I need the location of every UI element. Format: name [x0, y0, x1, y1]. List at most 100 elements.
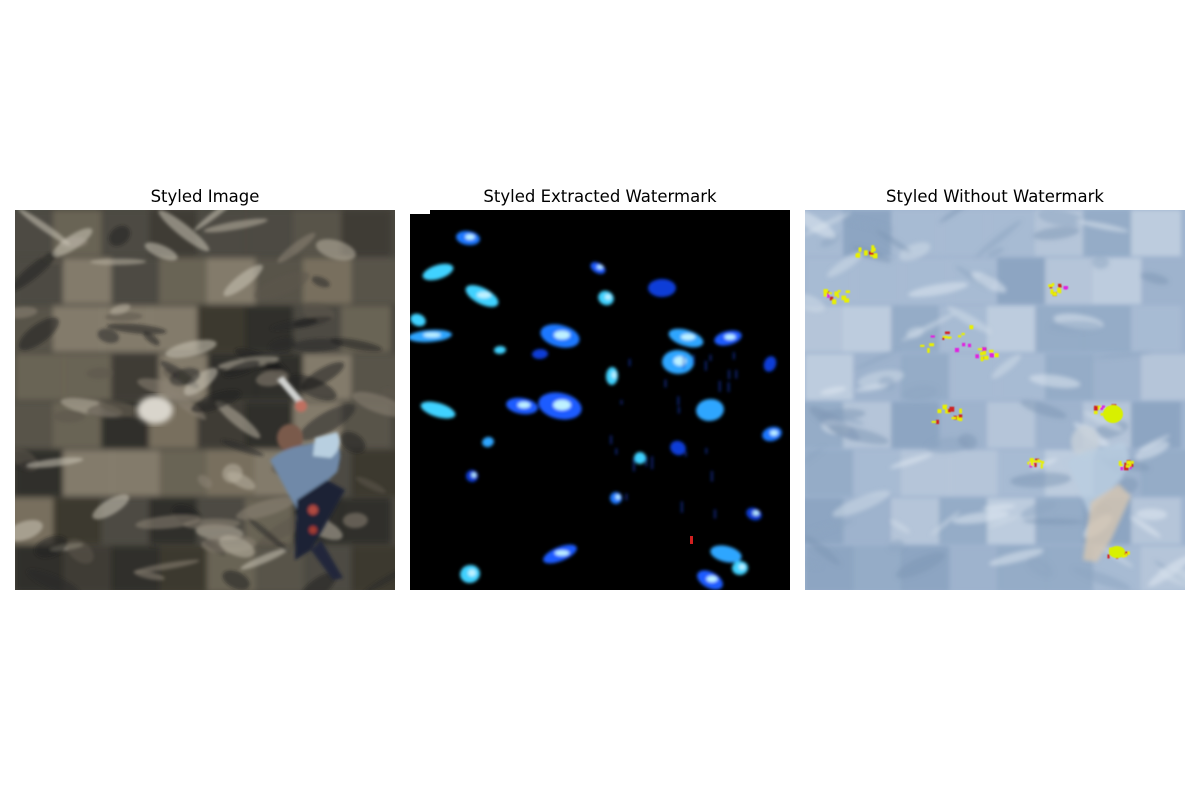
- texture-mark: [203, 218, 268, 233]
- texture-mark: [137, 378, 202, 401]
- texture-mark: [752, 510, 760, 516]
- texture-mark: [844, 298, 850, 303]
- texture-mark: [1126, 460, 1132, 465]
- texture-mark: [651, 456, 653, 470]
- texture-mark: [738, 564, 746, 570]
- texture-mark: [959, 408, 962, 414]
- texture-mark: [958, 414, 963, 418]
- texture-mark: [1118, 460, 1122, 466]
- styled-without-watermark-image: [805, 210, 1185, 590]
- texture-mark: [1121, 554, 1126, 558]
- texture-mark: [628, 358, 631, 367]
- texture-mark: [969, 325, 974, 330]
- texture-mark: [554, 550, 570, 556]
- texture-mark: [832, 299, 837, 305]
- texture-mark: [1131, 210, 1181, 256]
- texture-mark: [727, 382, 730, 392]
- texture-mark: [980, 356, 984, 362]
- texture-mark: [1037, 210, 1083, 227]
- texture-mark: [86, 367, 113, 379]
- texture-mark: [901, 258, 951, 304]
- texture-mark: [951, 417, 957, 420]
- texture-mark: [975, 354, 980, 359]
- texture-mark: [291, 338, 343, 352]
- person-figure: [270, 376, 345, 580]
- texture-mark: [853, 450, 903, 496]
- texture-mark: [135, 514, 202, 530]
- texture-mark: [15, 402, 55, 448]
- texture-mark: [853, 258, 903, 304]
- texture-mark: [853, 546, 903, 590]
- texture-mark: [184, 367, 218, 396]
- texture-mark: [855, 384, 889, 392]
- texture-mark: [902, 384, 938, 401]
- texture-mark: [221, 439, 264, 457]
- texture-mark: [468, 569, 476, 577]
- texture-mark: [982, 503, 1016, 511]
- texture-mark: [268, 337, 296, 352]
- texture-mark: [194, 210, 242, 231]
- texture-mark: [422, 263, 454, 281]
- texture-mark: [15, 306, 38, 319]
- panel-styled-without-watermark: Styled Without Watermark: [805, 183, 1185, 590]
- texture-mark: [947, 306, 993, 334]
- texture-mark: [871, 245, 875, 250]
- texture-mark: [980, 351, 984, 356]
- texture-mark: [1040, 463, 1043, 469]
- texture-mark: [476, 291, 492, 299]
- texture-mark: [987, 210, 1037, 256]
- texture-mark: [604, 294, 612, 300]
- texture-mark: [1093, 351, 1151, 359]
- texture-mark: [293, 317, 318, 328]
- texture-mark: [1093, 406, 1098, 411]
- texture-mark: [351, 258, 395, 304]
- texture-mark: [1093, 410, 1098, 415]
- texture-mark: [728, 369, 730, 380]
- texture-mark: [219, 535, 255, 558]
- texture-mark: [891, 402, 941, 448]
- texture-mark: [1096, 405, 1102, 410]
- texture-mark: [1031, 458, 1058, 470]
- texture-mark: [363, 560, 395, 590]
- texture-mark: [805, 560, 822, 568]
- texture-mark: [937, 409, 942, 414]
- texture-mark: [92, 494, 130, 520]
- texture-mark: [870, 253, 874, 257]
- texture-mark: [944, 331, 950, 335]
- texture-mark: [277, 232, 316, 263]
- texture-mark: [633, 457, 635, 472]
- texture-mark: [1100, 407, 1104, 410]
- texture-mark: [825, 291, 830, 295]
- texture-mark: [733, 352, 735, 360]
- texture-mark: [870, 252, 874, 255]
- texture-mark: [1010, 475, 1047, 482]
- texture-mark: [165, 339, 217, 358]
- texture-mark: [1109, 546, 1125, 558]
- ghost-figure: [1067, 426, 1131, 562]
- texture-mark: [949, 450, 999, 496]
- texture-mark: [1041, 461, 1045, 464]
- texture-mark: [677, 396, 680, 406]
- texture-mark: [106, 323, 167, 335]
- texture-mark: [947, 336, 952, 339]
- texture-mark: [553, 399, 571, 411]
- texture-mark: [1050, 289, 1054, 294]
- texture-mark: [927, 348, 930, 353]
- texture-mark: [987, 306, 1037, 352]
- texture-mark: [1048, 320, 1102, 333]
- texture-mark: [611, 371, 617, 379]
- texture-mark: [1032, 226, 1080, 240]
- without-watermark-canvas: [805, 210, 1185, 590]
- texture-mark: [1093, 421, 1129, 439]
- texture-mark: [895, 552, 946, 579]
- texture-mark: [1053, 291, 1057, 294]
- texture-mark: [843, 306, 893, 352]
- texture-mark: [1034, 462, 1037, 468]
- texture-mark: [820, 386, 847, 395]
- texture-mark: [827, 251, 864, 278]
- texture-mark: [301, 362, 345, 391]
- texture-mark: [809, 406, 860, 441]
- texture-mark: [770, 430, 778, 436]
- panel-styled-extracted-watermark: Styled Extracted Watermark: [410, 183, 790, 590]
